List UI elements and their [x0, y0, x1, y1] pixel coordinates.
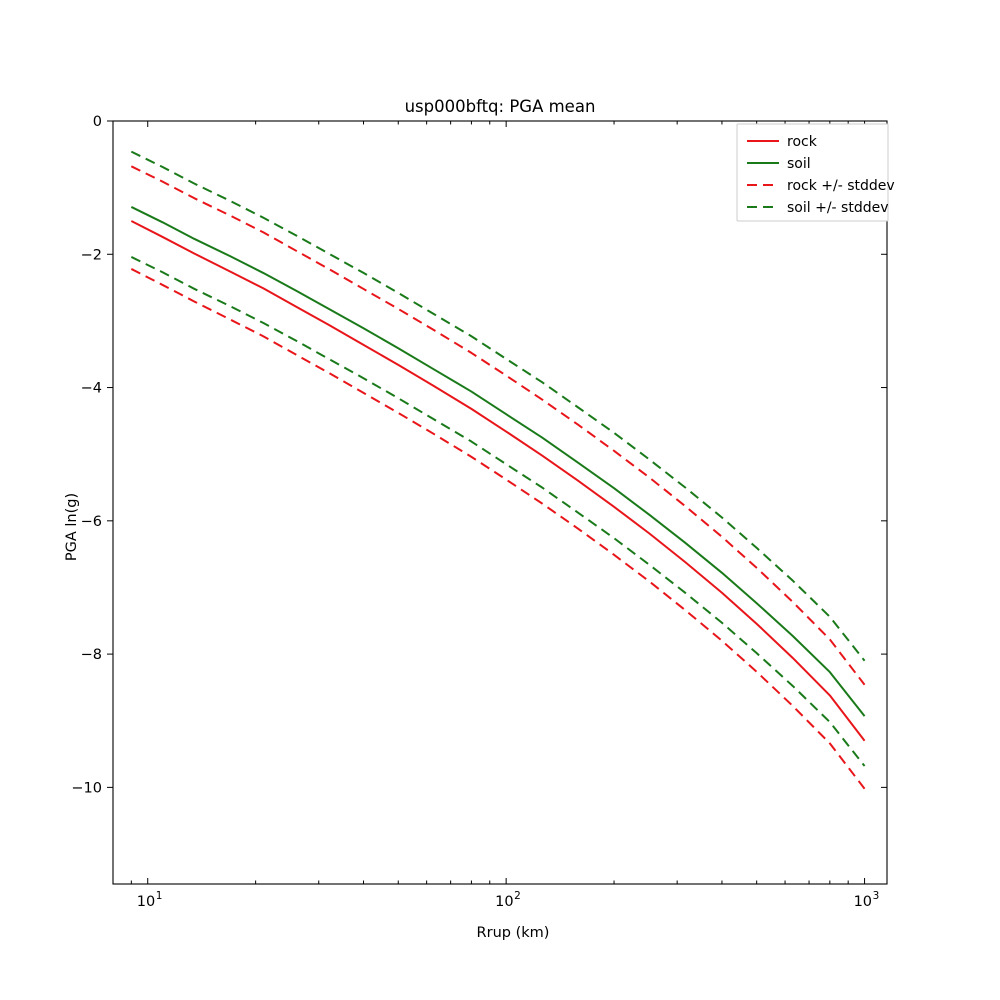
plot-frame	[112, 120, 888, 885]
legend-label-2[interactable]: rock +/- stddev	[787, 178, 895, 194]
data-series-group	[130, 150, 866, 790]
x-tick-label-exponent: 2	[514, 890, 521, 902]
legend-frame	[736, 123, 889, 222]
x-tick-label: 10	[495, 894, 513, 910]
chart-title: usp000bftq: PGA mean	[405, 97, 596, 116]
series-soil	[130, 206, 866, 717]
legend-label-1[interactable]: soil	[787, 156, 811, 172]
series-rock	[130, 220, 866, 742]
chart-legend[interactable]: rock soil rock +/- stddev soil +/- stddev	[736, 123, 895, 222]
x-axis-label: Rrup (km)	[477, 925, 550, 941]
series-soil_minus_stddev	[130, 256, 866, 767]
legend-label-3[interactable]: soil +/- stddev	[787, 200, 889, 216]
y-tick-label: −8	[81, 647, 102, 663]
series-rock_minus_stddev	[130, 268, 866, 790]
x-tick-label: 10	[137, 894, 155, 910]
x-tick-label-exponent: 1	[156, 890, 163, 902]
legend-label-0[interactable]: rock	[787, 134, 818, 150]
y-axis-label: PGA ln(g)	[64, 493, 80, 561]
x-tick-label-exponent: 3	[873, 890, 880, 902]
y-tick-label: 0	[93, 114, 102, 130]
x-tick-label: 10	[854, 894, 872, 910]
y-tick-label: −4	[81, 381, 102, 397]
y-axis-tick-labels: 0 −2 −4 −6 −8 −10	[71, 114, 102, 796]
x-axis-ticks	[112, 121, 866, 884]
series-soil_plus_stddev	[130, 150, 866, 662]
y-tick-label: −2	[81, 247, 102, 263]
y-axis-ticks	[107, 120, 887, 788]
y-tick-label: −10	[71, 780, 102, 796]
series-rock_plus_stddev	[130, 165, 866, 686]
x-axis-tick-labels: 10 1 10 2 10 3	[137, 890, 880, 910]
y-tick-label: −6	[81, 514, 102, 530]
